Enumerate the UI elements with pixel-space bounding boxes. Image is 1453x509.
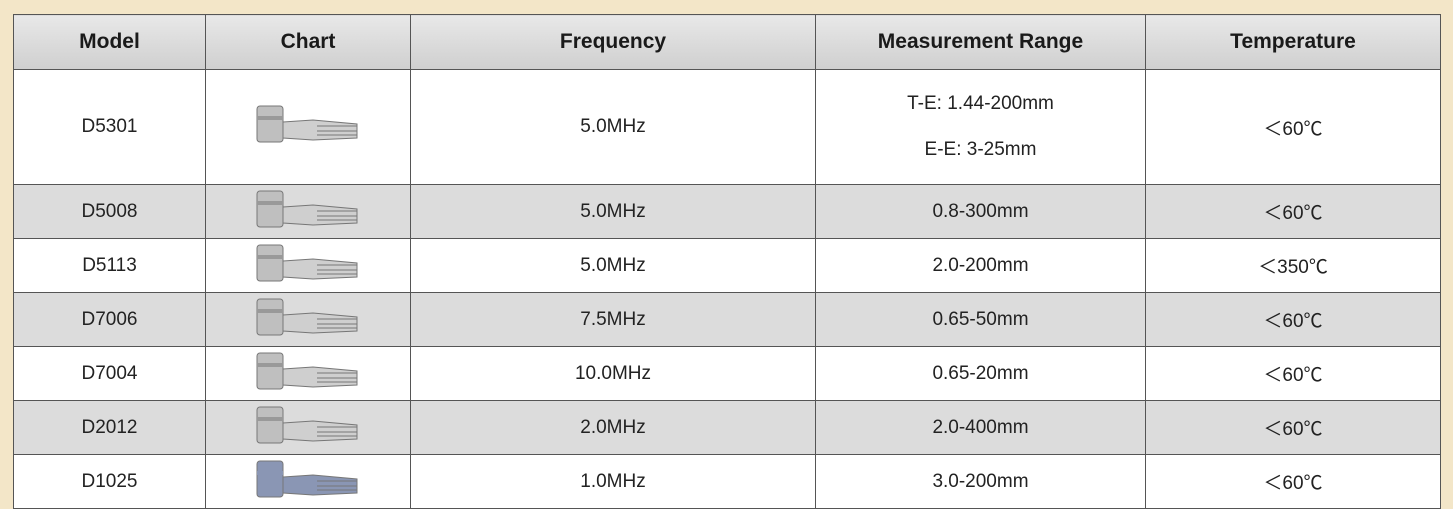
frequency-cell: 10.0MHz [411,347,816,401]
model-cell: D5113 [14,239,206,293]
range-line: E-E: 3-25mm [816,127,1145,173]
chart-cell [206,239,411,293]
range-cell: 0.65-50mm [816,293,1146,347]
temperature-cell: ＜60℃ [1146,347,1441,401]
temperature-cell: ＜60℃ [1146,455,1441,509]
range-cell: 0.8-300mm [816,185,1146,239]
model-cell: D7004 [14,347,206,401]
model-cell: D2012 [14,401,206,455]
column-header: Model [14,15,206,70]
chart-cell [206,347,411,401]
range-line: T-E: 1.44-200mm [816,81,1145,127]
temperature-cell: ＜60℃ [1146,401,1441,455]
range-cell: 3.0-200mm [816,455,1146,509]
temperature-cell: ＜60℃ [1146,293,1441,347]
column-header: Measurement Range [816,15,1146,70]
chart-cell [206,401,411,455]
frequency-cell: 1.0MHz [411,455,816,509]
probe-image [253,459,363,499]
chart-cell [206,293,411,347]
frequency-cell: 5.0MHz [411,185,816,239]
range-line: 2.0-200mm [816,243,1145,289]
frequency-cell: 5.0MHz [411,239,816,293]
probe-image [253,405,363,445]
range-cell: 2.0-400mm [816,401,1146,455]
frequency-cell: 7.5MHz [411,293,816,347]
model-cell: D1025 [14,455,206,509]
probe-image [253,351,363,391]
range-line: 0.65-20mm [816,351,1145,397]
probe-image [253,243,363,283]
range-line: 3.0-200mm [816,459,1145,505]
column-header: Chart [206,15,411,70]
temperature-cell: ＜60℃ [1146,185,1441,239]
frequency-cell: 5.0MHz [411,70,816,185]
probe-image [253,189,363,229]
range-cell: 0.65-20mm [816,347,1146,401]
page: ModelChartFrequencyMeasurement RangeTemp… [0,0,1453,509]
column-header: Temperature [1146,15,1441,70]
column-header: Frequency [411,15,816,70]
range-line: 2.0-400mm [816,405,1145,451]
model-cell: D7006 [14,293,206,347]
probe-image [253,297,363,337]
temperature-cell: ＜350℃ [1146,239,1441,293]
temperature-cell: ＜60℃ [1146,70,1441,185]
range-cell: 2.0-200mm [816,239,1146,293]
chart-cell [206,455,411,509]
frequency-cell: 2.0MHz [411,401,816,455]
range-line: 0.8-300mm [816,189,1145,235]
probe-image [253,104,363,144]
chart-cell [206,185,411,239]
model-cell: D5008 [14,185,206,239]
model-cell: D5301 [14,70,206,185]
range-line: 0.65-50mm [816,297,1145,343]
chart-cell [206,70,411,185]
